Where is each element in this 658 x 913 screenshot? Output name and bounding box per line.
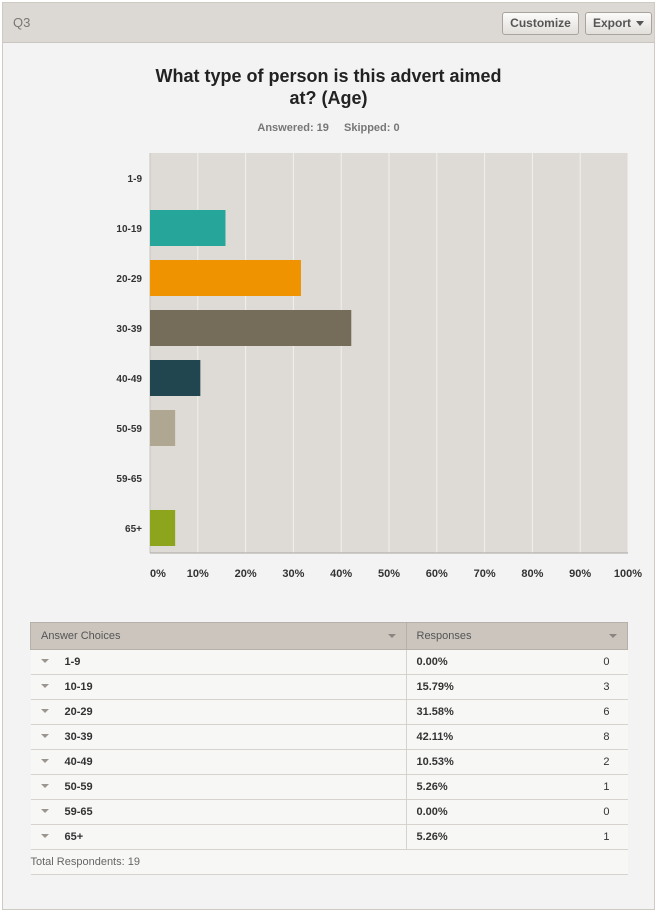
expand-caret-icon[interactable] xyxy=(40,809,49,813)
y-tick-label: 30-39 xyxy=(116,324,142,335)
answer-choice-cell: 40-49 xyxy=(30,749,407,775)
expand-caret-icon[interactable] xyxy=(40,759,49,763)
bar-20-29 xyxy=(150,260,301,296)
answer-choice-cell: 10-19 xyxy=(30,674,407,700)
x-tick-label: 90% xyxy=(569,568,591,580)
table-row[interactable]: 30-39 42.11% 8 xyxy=(30,724,628,750)
expand-caret-icon[interactable] xyxy=(40,684,49,688)
response-percent: 0.00% xyxy=(406,799,554,825)
response-percent: 10.53% xyxy=(406,749,554,775)
bar-50-59 xyxy=(150,410,176,446)
response-count: 1 xyxy=(553,824,628,850)
table-row[interactable]: 59-65 0.00% 0 xyxy=(30,799,628,825)
question-title: What type of person is this advert aimed… xyxy=(3,65,654,109)
answer-choice-cell: 65+ xyxy=(30,824,407,850)
x-tick-label: 70% xyxy=(474,568,496,580)
answer-choice-label: 30-39 xyxy=(64,731,93,743)
response-percent: 42.11% xyxy=(406,724,554,750)
answer-choice-label: 10-19 xyxy=(64,681,93,693)
panel-header: Q3 Customize Export xyxy=(3,3,654,43)
expand-caret-icon[interactable] xyxy=(40,784,49,788)
expand-caret-icon[interactable] xyxy=(40,659,49,663)
answer-choice-cell: 20-29 xyxy=(30,699,407,725)
y-tick-label: 1-9 xyxy=(128,174,143,185)
answer-choice-cell: 59-65 xyxy=(30,799,407,825)
question-title-line1: What type of person is this advert aimed xyxy=(155,66,502,86)
x-tick-label: 30% xyxy=(282,568,304,580)
bar-10-19 xyxy=(150,210,226,246)
chevron-down-icon xyxy=(636,21,644,26)
answer-choice-label: 65+ xyxy=(64,831,84,843)
expand-caret-icon[interactable] xyxy=(40,734,49,738)
total-respondents: Total Respondents: 19 xyxy=(30,849,628,875)
sort-caret-icon[interactable] xyxy=(609,634,617,638)
y-tick-label: 20-29 xyxy=(116,274,142,285)
answer-choice-label: 1-9 xyxy=(64,656,81,668)
response-percent: 15.79% xyxy=(406,674,554,700)
x-tick-label: 10% xyxy=(187,568,209,580)
y-tick-label: 10-19 xyxy=(116,224,142,235)
bar-40-49 xyxy=(150,360,201,396)
expand-caret-icon[interactable] xyxy=(40,834,49,838)
x-tick-label: 50% xyxy=(378,568,400,580)
y-tick-label: 65+ xyxy=(125,524,142,535)
bar-30-39 xyxy=(150,310,352,346)
results-table: Answer Choices Responses 1-9 0.00% 0 10-19 1… xyxy=(30,622,628,875)
response-percent: 5.26% xyxy=(406,774,554,800)
response-count: 3 xyxy=(553,674,628,700)
sort-caret-icon[interactable] xyxy=(387,634,396,638)
y-tick-label: 50-59 xyxy=(116,424,142,435)
answer-choice-cell: 1-9 xyxy=(30,649,407,675)
x-tick-label: 80% xyxy=(521,568,543,580)
customize-label: Customize xyxy=(510,16,571,30)
response-percent: 31.58% xyxy=(406,699,554,725)
answer-choice-label: 50-59 xyxy=(64,781,93,793)
export-label: Export xyxy=(592,16,631,30)
x-tick-label: 0% xyxy=(150,568,166,580)
answer-choice-cell: 30-39 xyxy=(30,724,407,750)
response-percent: 0.00% xyxy=(406,649,554,675)
response-stats: Answered: 19 Skipped: 0 xyxy=(3,122,654,134)
expand-caret-icon[interactable] xyxy=(40,709,49,713)
col-responses-label: Responses xyxy=(416,630,472,642)
response-count: 8 xyxy=(553,724,628,750)
answered-count: Answered: 19 xyxy=(257,122,329,134)
response-percent: 5.26% xyxy=(406,824,554,850)
export-button[interactable]: Export xyxy=(585,12,652,35)
question-number: Q3 xyxy=(13,15,31,30)
table-row[interactable]: 40-49 10.53% 2 xyxy=(30,749,628,775)
table-row[interactable]: 20-29 31.58% 6 xyxy=(30,699,628,725)
table-row[interactable]: 50-59 5.26% 1 xyxy=(30,774,628,800)
bar-65+ xyxy=(150,510,176,546)
customize-button[interactable]: Customize xyxy=(502,12,579,35)
col-answer-choices-label: Answer Choices xyxy=(41,630,121,642)
answer-choice-label: 20-29 xyxy=(64,706,93,718)
col-responses[interactable]: Responses xyxy=(405,622,628,650)
col-answer-choices[interactable]: Answer Choices xyxy=(30,622,407,650)
x-tick-label: 40% xyxy=(330,568,352,580)
response-count: 6 xyxy=(553,699,628,725)
x-tick-label: 100% xyxy=(614,568,642,580)
x-tick-label: 20% xyxy=(235,568,257,580)
skipped-count: Skipped: 0 xyxy=(343,122,400,134)
table-row[interactable]: 65+ 5.26% 1 xyxy=(30,824,628,850)
bar-chart: 0% 10% 20% 30% 40% 50% 60% 70% 80% 90% 100% 1-9 10-1… xyxy=(116,153,642,580)
y-tick-label: 40-49 xyxy=(116,374,142,385)
table-row[interactable]: 10-19 15.79% 3 xyxy=(30,674,628,700)
answer-choice-label: 40-49 xyxy=(64,756,93,768)
response-count: 2 xyxy=(553,749,628,775)
answer-choice-label: 59-65 xyxy=(64,806,93,818)
response-count: 0 xyxy=(553,649,628,675)
response-count: 0 xyxy=(553,799,628,825)
y-tick-label: 59-65 xyxy=(116,474,142,485)
answer-choice-cell: 50-59 xyxy=(30,774,407,800)
table-row[interactable]: 1-9 0.00% 0 xyxy=(30,649,628,675)
response-count: 1 xyxy=(553,774,628,800)
x-tick-label: 60% xyxy=(426,568,448,580)
question-title-line2: at? (Age) xyxy=(289,88,368,108)
